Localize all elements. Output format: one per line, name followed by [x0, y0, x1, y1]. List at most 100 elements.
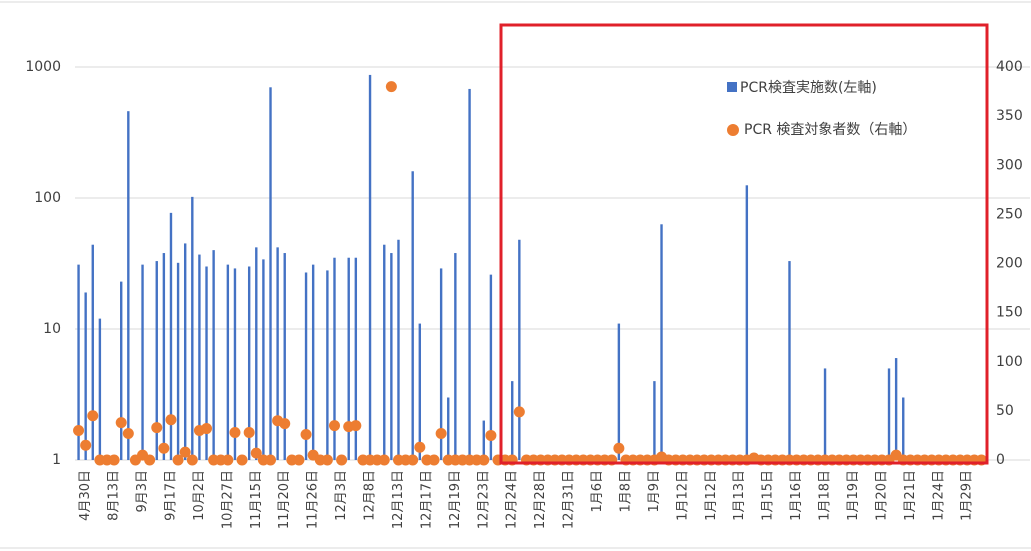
x-tick-label: 1月15日	[761, 470, 776, 521]
dot	[236, 454, 248, 466]
y2-tick-label: 250	[996, 206, 1023, 222]
y2-tick-label: 350	[996, 108, 1023, 124]
x-tick-label: 8月13日	[107, 470, 122, 521]
x-tick-label: 1月19日	[846, 470, 861, 521]
x-tick-label: 12月17日	[419, 470, 434, 529]
bar	[233, 268, 237, 460]
dot	[201, 423, 213, 435]
dot	[265, 454, 277, 466]
dot	[385, 81, 397, 93]
dot	[73, 425, 85, 437]
y2-tick-label: 100	[996, 354, 1023, 370]
dot	[513, 406, 525, 418]
bar	[660, 224, 663, 460]
x-tick-label: 1月24日	[931, 470, 946, 521]
bar	[823, 368, 827, 460]
bar	[518, 239, 521, 460]
dot	[478, 454, 490, 466]
bar	[276, 247, 279, 460]
bar	[333, 257, 336, 460]
bar	[283, 253, 286, 460]
bar	[304, 272, 308, 460]
dot	[279, 418, 291, 430]
legend-label: PCR 検査対象者数（右軸）	[744, 122, 916, 138]
bar	[262, 259, 265, 460]
x-tick-label: 11月26日	[306, 470, 321, 529]
bar	[183, 243, 187, 460]
x-tick-label: 1月16日	[789, 470, 804, 521]
bar	[653, 381, 656, 460]
x-tick-label: 12月19日	[448, 470, 463, 529]
legend-swatch	[727, 82, 737, 92]
y2-tick-label: 0	[996, 452, 1005, 468]
bar	[247, 266, 251, 460]
dot	[87, 410, 99, 422]
bar	[191, 196, 194, 460]
bar	[390, 253, 393, 460]
y2-tick-label: 400	[996, 59, 1023, 75]
dot	[321, 454, 333, 466]
bar	[745, 185, 749, 460]
dot	[300, 428, 312, 440]
bar	[411, 171, 414, 460]
bar	[489, 274, 493, 460]
bar	[902, 397, 905, 460]
dot	[414, 441, 426, 453]
bar	[347, 257, 350, 460]
x-tick-label: 1月13日	[732, 470, 747, 521]
x-tick-label: 12月31日	[562, 470, 577, 529]
dot	[336, 454, 348, 466]
dot	[144, 454, 156, 466]
x-tick-label: 1月6日	[590, 470, 605, 513]
bar	[120, 281, 123, 460]
x-tick-label: 12月8日	[363, 470, 378, 521]
dot	[186, 454, 198, 466]
dot	[613, 442, 625, 454]
x-tick-label: 1月21日	[903, 470, 918, 521]
x-tick-label: 10月2日	[192, 470, 207, 521]
bar	[439, 268, 443, 460]
dot	[80, 439, 92, 451]
bar	[269, 87, 272, 460]
legend-swatch	[727, 124, 739, 136]
bar	[354, 257, 358, 460]
x-tick-label: 12月23日	[476, 470, 491, 529]
bar	[212, 250, 215, 460]
bar	[98, 318, 102, 460]
dot	[165, 414, 177, 426]
x-tick-label: 4月30日	[78, 470, 93, 521]
y-tick-label: 100	[34, 190, 61, 206]
y2-tick-label: 50	[996, 403, 1014, 419]
dot	[407, 454, 419, 466]
bar	[205, 266, 208, 460]
x-tick-label: 1月8日	[618, 470, 633, 513]
x-tick-label: 1月29日	[960, 470, 975, 521]
dot	[378, 454, 390, 466]
bar	[198, 254, 201, 460]
dot	[250, 447, 262, 459]
x-tick-label: 11月15日	[249, 470, 264, 529]
x-tick-label: 1月20日	[874, 470, 889, 521]
bar	[141, 264, 144, 460]
y-tick-label: 1000	[25, 59, 61, 75]
bar	[255, 247, 258, 460]
bar	[162, 253, 166, 460]
dot	[151, 422, 163, 434]
dot	[158, 442, 170, 454]
bar	[176, 262, 180, 460]
y2-tick-label: 200	[996, 256, 1023, 272]
bar	[311, 264, 315, 460]
dot	[350, 420, 362, 432]
x-tick-label: 10月27日	[220, 470, 235, 529]
y2-tick-label: 300	[996, 157, 1023, 173]
x-tick-label: 11月20日	[277, 470, 292, 529]
x-tick-label: 1月18日	[818, 470, 833, 521]
bar	[447, 397, 450, 460]
x-tick-label: 1月12日	[675, 470, 690, 521]
x-tick-label: 12月13日	[391, 470, 406, 529]
dot	[428, 454, 440, 466]
bar	[788, 261, 791, 460]
dot	[179, 446, 191, 458]
bar	[77, 264, 80, 460]
